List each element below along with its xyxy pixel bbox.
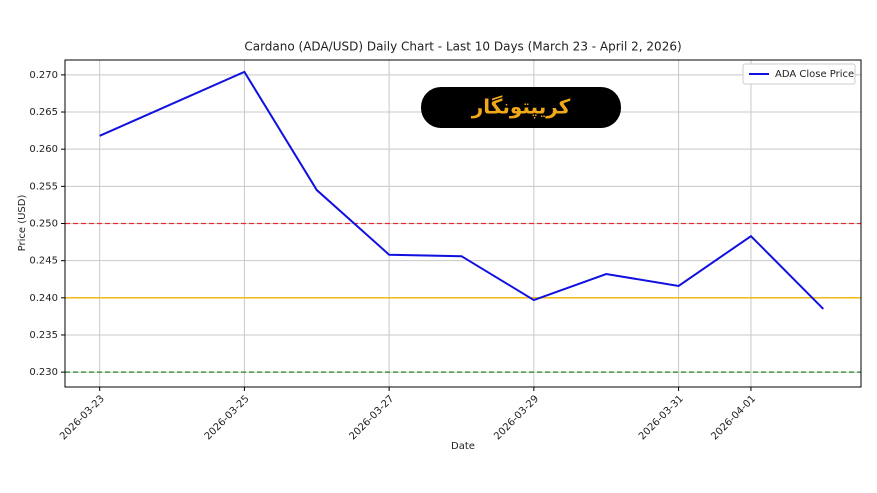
x-tick-label: 2026-03-31 bbox=[637, 393, 686, 442]
x-tick-label: 2026-03-23 bbox=[58, 393, 107, 442]
legend-label: ADA Close Price bbox=[775, 69, 854, 80]
y-tick-label: 0.230 bbox=[29, 367, 58, 378]
x-tick-label: 2026-03-29 bbox=[492, 393, 541, 442]
x-tick-label: 2026-04-01 bbox=[709, 393, 758, 442]
y-tick-label: 0.255 bbox=[29, 181, 58, 192]
y-axis-label: Price (USD) bbox=[17, 195, 28, 252]
plot-frame bbox=[64, 59, 862, 388]
x-tick-label: 2026-03-27 bbox=[347, 393, 396, 442]
watermark-box bbox=[421, 87, 621, 128]
x-tick-label: 2026-03-25 bbox=[203, 393, 252, 442]
legend-box bbox=[742, 63, 856, 85]
y-tick-label: 0.260 bbox=[29, 144, 58, 155]
y-tick-label: 0.250 bbox=[29, 219, 58, 230]
y-tick-label: 0.235 bbox=[29, 330, 58, 341]
y-tick-label: 0.265 bbox=[29, 107, 58, 118]
y-tick-label: 0.240 bbox=[29, 293, 58, 304]
x-axis-label: Date bbox=[451, 441, 475, 452]
data-line bbox=[99, 70, 825, 310]
y-tick-label: 0.245 bbox=[29, 256, 58, 267]
chart-title: Cardano (ADA/USD) Daily Chart - Last 10 … bbox=[244, 40, 681, 54]
y-tick-label: 0.270 bbox=[29, 70, 58, 81]
watermark: کریپتونگار bbox=[471, 95, 571, 120]
